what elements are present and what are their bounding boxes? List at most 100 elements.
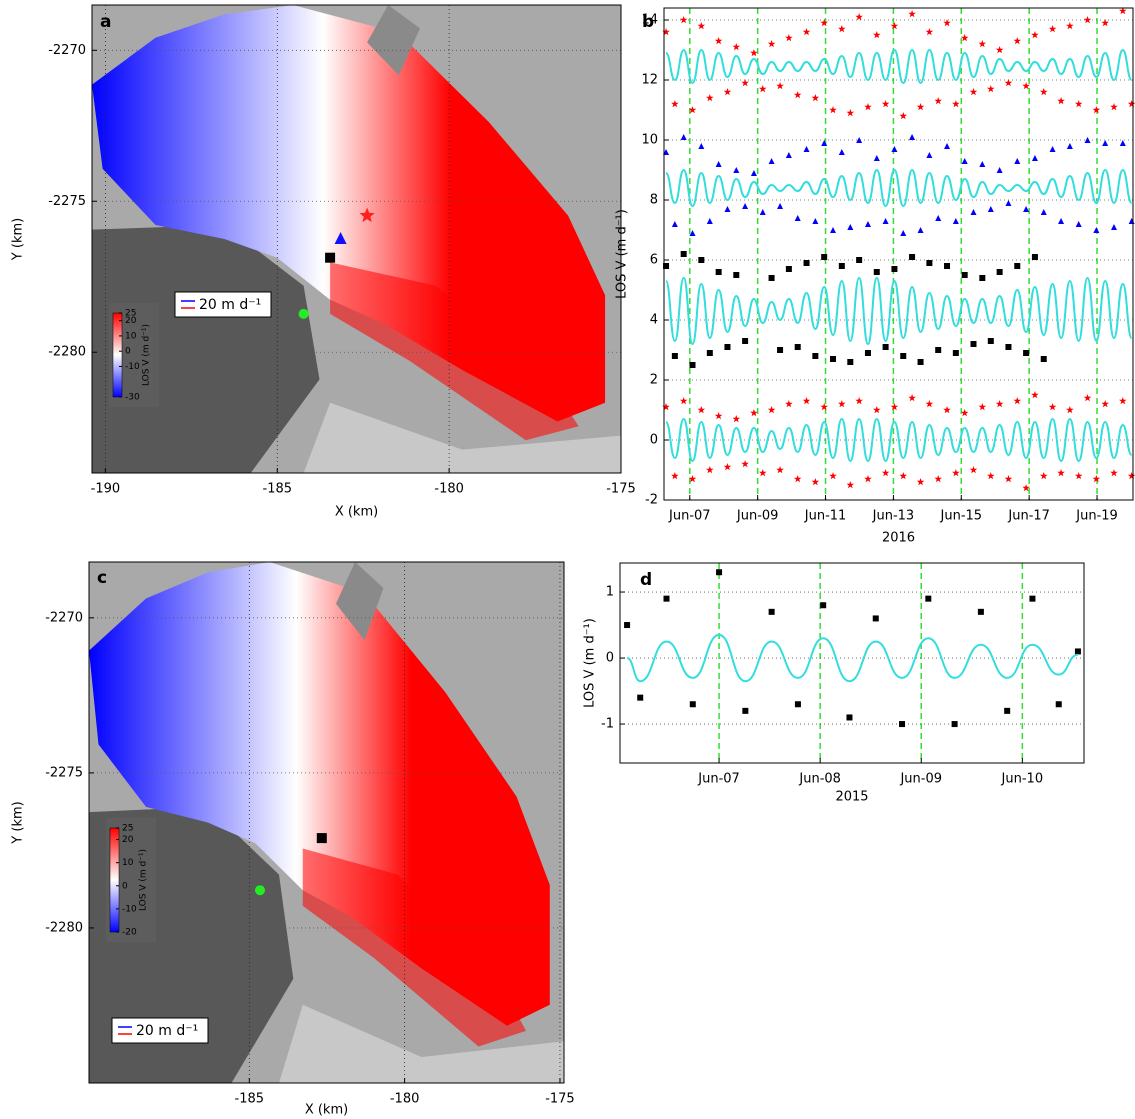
data-point bbox=[847, 359, 854, 365]
data-point bbox=[714, 412, 723, 420]
map-dark-ice bbox=[92, 225, 320, 473]
data-point bbox=[1101, 19, 1109, 27]
x-axis-label: 2016 bbox=[882, 531, 915, 546]
data-point bbox=[864, 475, 872, 483]
data-point bbox=[811, 94, 820, 102]
data-point bbox=[909, 134, 916, 140]
data-point bbox=[969, 466, 978, 474]
data-point bbox=[847, 224, 854, 230]
y-tick-label: 4 bbox=[650, 313, 658, 328]
data-point bbox=[776, 466, 784, 474]
data-point bbox=[663, 595, 670, 602]
data-point bbox=[768, 275, 775, 281]
data-point bbox=[1057, 469, 1065, 477]
data-point bbox=[855, 397, 863, 405]
x-tick-label: -185 bbox=[263, 482, 293, 497]
data-point bbox=[1040, 356, 1047, 362]
data-point bbox=[689, 701, 696, 708]
y-tick-label: -2280 bbox=[48, 345, 86, 360]
data-point bbox=[759, 209, 766, 215]
y-axis-label: LOS V (m d⁻¹) bbox=[583, 618, 598, 708]
velocity-field bbox=[92, 5, 606, 422]
rock-outcrop bbox=[367, 5, 420, 76]
data-point bbox=[732, 415, 741, 423]
data-point bbox=[1066, 143, 1073, 149]
panel-letter: c bbox=[97, 568, 107, 588]
data-point bbox=[689, 230, 696, 236]
colorbar-tick-label: 25 bbox=[122, 824, 133, 834]
x-tick-label: Jun-13 bbox=[872, 509, 915, 524]
data-point bbox=[925, 595, 932, 602]
data-point bbox=[952, 218, 959, 224]
data-point bbox=[742, 707, 749, 714]
data-point bbox=[838, 263, 845, 269]
data-point bbox=[944, 263, 951, 269]
colorbar-tick-label: 10 bbox=[125, 331, 137, 341]
colorbar-tick-label: -10 bbox=[122, 904, 137, 914]
data-point bbox=[1022, 484, 1030, 492]
x-tick-label: Jun-08 bbox=[798, 772, 841, 787]
data-point bbox=[706, 466, 714, 474]
x-tick-label: -180 bbox=[434, 482, 464, 497]
data-point bbox=[978, 40, 987, 48]
data-point bbox=[934, 475, 942, 483]
data-point bbox=[1014, 158, 1021, 164]
data-point bbox=[811, 478, 820, 486]
data-point bbox=[899, 721, 906, 728]
data-point bbox=[987, 472, 995, 480]
data-point bbox=[741, 79, 749, 87]
data-point bbox=[768, 158, 775, 164]
data-point bbox=[1119, 140, 1126, 146]
site-square bbox=[316, 833, 327, 844]
data-point bbox=[1102, 140, 1109, 146]
data-point bbox=[1110, 469, 1118, 477]
x-tick-label: -180 bbox=[390, 1092, 420, 1107]
data-point bbox=[995, 400, 1004, 408]
data-point bbox=[724, 206, 731, 212]
data-point bbox=[935, 347, 942, 353]
data-point bbox=[802, 28, 811, 36]
data-point bbox=[671, 353, 678, 359]
data-point bbox=[890, 403, 899, 411]
data-point bbox=[960, 34, 969, 42]
plot-frame bbox=[663, 7, 1134, 501]
data-point bbox=[1014, 263, 1021, 269]
x-tick-label: Jun-09 bbox=[899, 772, 942, 787]
colorbar-tick-label: 25 bbox=[125, 309, 136, 319]
data-point bbox=[812, 218, 819, 224]
x-tick-label: Jun-07 bbox=[668, 509, 711, 524]
data-point bbox=[1074, 472, 1083, 480]
data-point bbox=[1023, 350, 1030, 356]
data-point bbox=[864, 350, 871, 356]
fit-line bbox=[665, 276, 1133, 346]
data-point bbox=[1128, 218, 1135, 224]
data-point bbox=[829, 106, 837, 114]
data-point bbox=[1057, 97, 1065, 105]
data-point bbox=[679, 397, 688, 405]
data-point bbox=[698, 143, 705, 149]
data-point bbox=[1048, 25, 1057, 33]
data-point bbox=[1055, 701, 1062, 708]
site-dot bbox=[255, 885, 265, 896]
data-point bbox=[995, 46, 1004, 54]
data-point bbox=[838, 400, 846, 408]
data-point bbox=[934, 97, 942, 105]
data-point bbox=[987, 206, 994, 212]
panel-letter: d bbox=[640, 570, 652, 590]
data-point bbox=[979, 161, 986, 167]
colorbar-tick-label: 0 bbox=[122, 881, 128, 891]
data-point bbox=[1074, 100, 1083, 108]
colorbar-tick-label: -10 bbox=[125, 362, 140, 372]
data-point bbox=[1031, 155, 1038, 161]
data-point bbox=[821, 254, 828, 260]
colorbar bbox=[109, 827, 120, 933]
data-point bbox=[1049, 146, 1056, 152]
data-point bbox=[943, 406, 951, 414]
fit-line bbox=[626, 633, 1079, 683]
data-point bbox=[723, 463, 732, 471]
y-tick-label: 2 bbox=[650, 373, 658, 388]
colorbar-tick-label: 0 bbox=[125, 347, 131, 357]
data-point bbox=[759, 469, 767, 477]
y-tick-label: -2270 bbox=[48, 43, 86, 58]
plot-frame bbox=[91, 4, 622, 474]
